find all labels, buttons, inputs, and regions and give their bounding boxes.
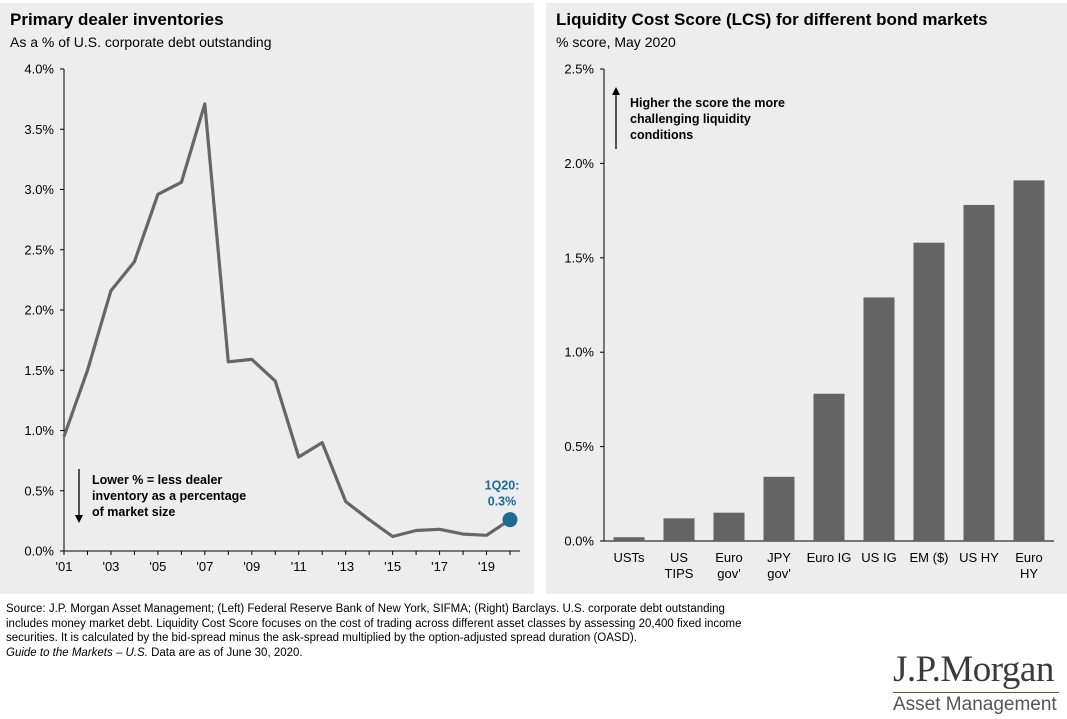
bar xyxy=(913,242,945,542)
annotation-text: challenging liquidity xyxy=(630,112,751,126)
data-date-note: Data are as of June 30, 2020. xyxy=(147,646,303,659)
x-tick-label: '17 xyxy=(431,559,448,574)
y-tick-label: 1.0% xyxy=(24,423,54,438)
dealer-inventory-line-chart: 0.0% 0.5% 1.0% 1.5% 2.0% 2.5% 3.0% 3.5% 4.0% '01 '… xyxy=(24,62,520,574)
annotation-text: of market size xyxy=(92,505,175,519)
source-note: Source: J.P. Morgan Asset Management; (L… xyxy=(6,602,866,660)
category-label: gov' xyxy=(717,566,740,581)
category-label: EM ($) xyxy=(910,550,949,565)
y-tick-label: 0.0% xyxy=(564,534,594,549)
category-label: Euro xyxy=(1015,550,1042,565)
x-tick-label: '13 xyxy=(337,559,354,574)
x-tick-label: '01 xyxy=(56,559,73,574)
category-label: USTs xyxy=(613,550,645,565)
category-label: US IG xyxy=(861,550,896,565)
left-chart-title: Primary dealer inventories xyxy=(10,10,224,29)
annotation-text: inventory as a percentage xyxy=(92,489,246,503)
bar xyxy=(663,518,695,541)
y-tick-label: 4.0% xyxy=(24,62,54,77)
bar xyxy=(763,476,795,541)
bar xyxy=(863,297,895,541)
source-line-3: securities. It is calculated by the bid-… xyxy=(6,632,637,644)
bar xyxy=(713,512,745,541)
x-tick-label: '19 xyxy=(478,559,495,574)
bar xyxy=(963,204,995,541)
bar xyxy=(813,393,845,541)
y-tick-label: 1.5% xyxy=(24,363,54,378)
x-tick-label: '05 xyxy=(149,559,166,574)
y-tick-label: 3.5% xyxy=(24,122,54,137)
y-tick-label: 3.0% xyxy=(24,182,54,197)
category-label: gov' xyxy=(767,566,790,581)
right-chart-panel: Liquidity Cost Score (LCS) for different… xyxy=(546,3,1067,594)
x-tick-label: '07 xyxy=(196,559,213,574)
annotation-arrow-head xyxy=(612,87,620,95)
logo-divider xyxy=(893,692,1059,693)
source-line-2: includes money market debt. Liquidity Co… xyxy=(6,617,742,630)
x-tick-label: '11 xyxy=(291,559,307,574)
right-chart-title: Liquidity Cost Score (LCS) for different… xyxy=(556,10,988,29)
dealer-inventory-line xyxy=(62,102,511,539)
y-tick-label: 0.5% xyxy=(564,439,594,454)
y-tick-label: 0.5% xyxy=(24,483,54,498)
left-chart-subtitle: As a % of U.S. corporate debt outstandin… xyxy=(10,34,272,50)
category-label: JPY xyxy=(767,550,791,565)
x-tick-label: '15 xyxy=(384,559,401,574)
logo-wordmark: J.P.Morgan xyxy=(893,649,1054,690)
latest-value-label: 1Q20: xyxy=(485,479,520,493)
annotation-text: conditions xyxy=(630,128,693,142)
category-label: US xyxy=(670,550,688,565)
category-label: HY xyxy=(1020,566,1038,581)
bar xyxy=(613,537,645,541)
jpmorgan-logo: J.P.Morgan Asset Management xyxy=(893,651,1063,716)
lcs-bar-chart: 0.0%0.5%1.0%1.5%2.0%2.5%USTs USTIPSEurogo… xyxy=(564,62,1054,581)
y-tick-label: 0.0% xyxy=(24,544,54,559)
category-label: US HY xyxy=(959,550,999,565)
y-tick-label: 2.5% xyxy=(24,242,54,257)
y-tick-label: 2.0% xyxy=(564,156,594,171)
annotation-arrow-head xyxy=(75,515,83,523)
x-tick-label: '09 xyxy=(243,559,260,574)
source-line-4: Guide to the Markets – U.S. Data are as … xyxy=(6,646,866,661)
y-tick-label: 2.5% xyxy=(564,62,594,77)
category-label: Euro xyxy=(715,550,742,565)
right-chart-subtitle: % score, May 2020 xyxy=(556,34,676,50)
guide-title: Guide to the Markets – U.S. xyxy=(6,646,148,659)
category-label: TIPS xyxy=(665,566,694,581)
left-chart-panel: Primary dealer inventories As a % of U.S… xyxy=(0,3,534,594)
bar xyxy=(1013,180,1045,541)
y-tick-label: 1.0% xyxy=(564,345,594,360)
x-tick-label: '03 xyxy=(102,559,119,574)
annotation-text: Higher the score the more xyxy=(630,96,785,110)
annotation-text: Lower % = less dealer xyxy=(92,473,222,487)
y-tick-label: 2.0% xyxy=(24,303,54,318)
logo-subtitle: Asset Management xyxy=(893,694,1057,715)
latest-value-label: 0.3% xyxy=(488,495,517,509)
category-label: Euro IG xyxy=(807,550,852,565)
y-tick-label: 1.5% xyxy=(564,250,594,265)
source-line-1: Source: J.P. Morgan Asset Management; (L… xyxy=(6,603,725,615)
latest-value-marker xyxy=(502,512,518,528)
